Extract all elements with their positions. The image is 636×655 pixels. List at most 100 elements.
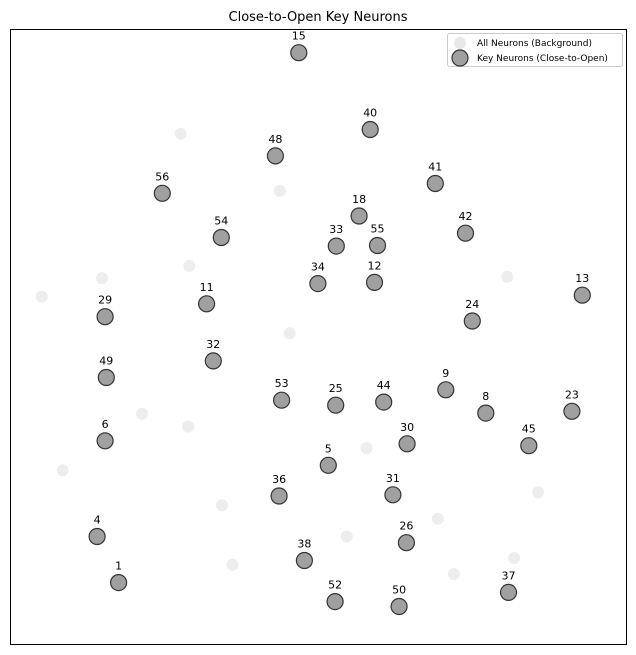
key-point-label: 37 (502, 569, 516, 582)
key-point-8 (477, 404, 495, 422)
legend-marker-background (454, 37, 466, 49)
key-point-18 (350, 207, 368, 225)
plot-frame (10, 29, 627, 645)
key-point-40 (361, 120, 379, 139)
key-point-label: 38 (297, 538, 311, 551)
key-point-53 (273, 391, 291, 409)
legend-box (447, 33, 623, 67)
key-point-label: 25 (329, 382, 343, 395)
key-point-label: 12 (368, 259, 382, 272)
key-point-label: 26 (399, 520, 413, 533)
key-point-1 (109, 573, 128, 592)
background-point (283, 327, 296, 340)
background-point (532, 486, 545, 499)
background-point (508, 552, 521, 564)
key-point-15 (290, 44, 308, 62)
key-point-label: 31 (386, 472, 400, 485)
key-point-54 (212, 228, 230, 247)
key-point-9 (437, 381, 455, 399)
key-point-label: 23 (565, 388, 579, 401)
key-point-12 (365, 273, 384, 291)
legend-label-key: Key Neurons (Close-to-Open) (477, 54, 608, 64)
legend-marker-key (451, 49, 469, 67)
background-point (35, 290, 48, 303)
background-point (226, 558, 239, 571)
key-point-13 (573, 286, 591, 304)
key-point-30 (398, 435, 416, 453)
key-point-label: 30 (400, 421, 414, 434)
key-point-37 (499, 583, 518, 602)
key-point-56 (153, 184, 171, 202)
key-point-label: 11 (200, 281, 214, 294)
key-point-label: 53 (275, 377, 289, 390)
key-point-label: 54 (214, 215, 228, 228)
key-point-label: 42 (459, 210, 473, 223)
background-point (174, 127, 187, 140)
background-point (183, 259, 196, 272)
background-point (447, 568, 460, 580)
key-point-23 (563, 402, 581, 420)
background-point (136, 407, 148, 420)
key-point-52 (326, 592, 344, 611)
key-point-label: 13 (575, 272, 589, 285)
background-points (35, 127, 545, 580)
key-point-label: 56 (155, 170, 169, 183)
key-point-33 (327, 237, 345, 255)
background-point (56, 464, 69, 477)
background-point (273, 184, 286, 197)
key-point-31 (384, 486, 402, 504)
key-point-label: 36 (272, 473, 286, 486)
key-point-41 (426, 174, 444, 193)
key-point-49 (97, 368, 115, 387)
key-point-label: 44 (377, 379, 391, 392)
key-point-34 (309, 275, 327, 293)
key-point-label: 9 (442, 367, 449, 380)
background-point (340, 530, 353, 543)
key-point-label: 15 (292, 30, 306, 43)
background-point (360, 442, 373, 455)
key-point-label: 40 (363, 107, 377, 120)
key-point-4 (88, 527, 106, 546)
key-point-label: 4 (94, 514, 101, 527)
legend-label-background: All Neurons (Background) (477, 39, 592, 49)
key-point-label: 1 (115, 560, 122, 573)
key-points (88, 44, 591, 616)
background-point (215, 499, 228, 512)
key-point-label: 34 (311, 261, 325, 274)
key-point-label: 48 (268, 133, 282, 146)
chart-title: Close-to-Open Key Neurons (229, 10, 408, 25)
key-point-45 (520, 437, 538, 455)
key-point-38 (295, 551, 313, 570)
key-point-label: 50 (392, 584, 406, 597)
key-point-5 (319, 456, 337, 474)
key-point-label: 8 (482, 390, 489, 403)
key-point-label: 18 (352, 193, 366, 206)
key-point-label: 32 (206, 338, 220, 351)
key-point-11 (198, 295, 216, 313)
key-point-label: 41 (428, 161, 442, 174)
key-point-24 (463, 312, 481, 330)
key-point-50 (390, 597, 408, 616)
key-point-label: 29 (98, 294, 112, 307)
key-point-36 (270, 487, 288, 505)
background-point (431, 512, 444, 525)
key-point-label: 45 (522, 423, 536, 436)
background-point (501, 270, 514, 283)
key-point-32 (204, 352, 222, 370)
background-point (96, 272, 108, 285)
key-point-55 (368, 236, 387, 255)
key-point-44 (375, 393, 393, 411)
key-point-48 (266, 147, 284, 165)
key-point-label: 52 (328, 579, 342, 592)
background-point (182, 420, 195, 433)
key-point-label: 55 (371, 223, 385, 236)
key-point-26 (397, 534, 415, 552)
key-point-label: 24 (465, 298, 479, 311)
key-point-6 (96, 432, 114, 450)
key-point-label: 6 (102, 418, 109, 431)
legend: All Neurons (Background) Key Neurons (Cl… (447, 33, 623, 67)
key-point-label: 33 (329, 223, 343, 236)
key-point-25 (327, 396, 345, 414)
